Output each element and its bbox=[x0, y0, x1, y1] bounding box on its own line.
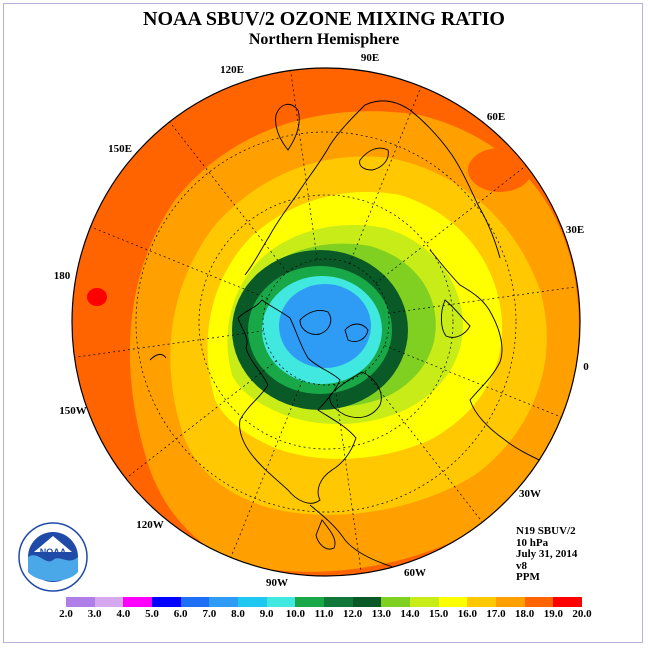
meridian-line bbox=[169, 121, 288, 273]
europe-africa-coast bbox=[429, 249, 561, 471]
color-scale-label: 11.0 bbox=[314, 608, 334, 620]
south-america-coast bbox=[309, 504, 481, 576]
color-scale-label: 2.0 bbox=[59, 608, 73, 620]
greenland-coast bbox=[329, 371, 382, 418]
map-title: NOAA SBUV/2 OZONE MIXING RATIO bbox=[143, 8, 505, 30]
color-scale-label: 3.0 bbox=[87, 608, 102, 620]
lon-label-60w: 60W bbox=[404, 567, 426, 579]
meridian-lines bbox=[74, 70, 578, 574]
lon-label-120e: 120E bbox=[220, 64, 244, 76]
arctic-island-1 bbox=[299, 309, 332, 335]
color-swatch bbox=[123, 597, 153, 607]
info-instrument: N19 SBUV/2 bbox=[516, 525, 576, 537]
color-swatch bbox=[467, 597, 497, 607]
color-scale-label: 4.0 bbox=[116, 608, 131, 620]
lon-label-150w: 150W bbox=[59, 405, 87, 417]
lon-label-90w: 90W bbox=[266, 577, 288, 589]
asia-inland-coast bbox=[359, 147, 389, 171]
graticule bbox=[74, 70, 578, 574]
color-scale-label: 7.0 bbox=[202, 608, 217, 620]
lon-label-30w: 30W bbox=[519, 488, 541, 500]
lat-circle-60 bbox=[198, 194, 454, 450]
color-swatch bbox=[410, 597, 439, 607]
figure-frame bbox=[3, 3, 643, 643]
lat-circle-75 bbox=[262, 258, 390, 386]
north-america-coast bbox=[237, 299, 357, 504]
lon-label-120w: 120W bbox=[136, 519, 164, 531]
info-pressure: 10 hPa bbox=[516, 536, 549, 549]
map-subtitle: Northern Hemisphere bbox=[248, 31, 400, 48]
dataset-info: N19 SBUV/2 10 hPa July 31, 2014 v8 PPM bbox=[516, 525, 626, 584]
logo-text: NOAA bbox=[40, 547, 67, 557]
color-swatch bbox=[524, 597, 554, 607]
hemisphere-outline bbox=[71, 67, 581, 577]
color-scale-label: 17.0 bbox=[486, 608, 506, 620]
lon-label-60e: 60E bbox=[487, 111, 505, 123]
color-scale-label: 20.0 bbox=[572, 608, 592, 620]
band-spot-ne bbox=[468, 148, 532, 192]
color-scale-label: 9.0 bbox=[259, 608, 274, 620]
color-swatch bbox=[295, 597, 325, 607]
noaa-logo: NOAA bbox=[18, 522, 88, 592]
color-scale-label: 10.0 bbox=[285, 608, 305, 620]
meridian-line bbox=[388, 286, 578, 314]
meridian-line bbox=[230, 380, 303, 558]
lon-label-30e: 30E bbox=[566, 224, 584, 236]
color-scale-label: 6.0 bbox=[173, 608, 188, 620]
color-scale-label: 5.0 bbox=[145, 608, 159, 620]
info-units: PPM bbox=[516, 571, 540, 583]
color-scale-bar bbox=[66, 597, 583, 607]
color-swatch bbox=[553, 597, 583, 607]
alaska-islands bbox=[149, 353, 167, 361]
color-scale-label: 16.0 bbox=[457, 608, 477, 620]
lon-label-180: 180 bbox=[54, 270, 71, 282]
meridian-line bbox=[90, 226, 268, 299]
color-scale-labels: 2.0 3.0 4.0 5.0 6.0 7.0 8.0 9.0 10.0 11.0 12.0 13.0… bbox=[0, 608, 648, 622]
arctic-island-2 bbox=[344, 323, 369, 342]
meridian-line bbox=[74, 330, 264, 358]
meridian-line bbox=[290, 70, 318, 260]
caribbean-coast bbox=[315, 519, 336, 550]
color-swatch bbox=[180, 597, 210, 607]
color-swatch bbox=[94, 597, 124, 607]
lon-label-150e: 150E bbox=[108, 143, 132, 155]
max-spot bbox=[87, 288, 107, 306]
color-swatch bbox=[352, 597, 382, 607]
asia-coast bbox=[244, 100, 501, 276]
color-scale-label: 15.0 bbox=[429, 608, 449, 620]
meridian-line bbox=[334, 384, 362, 574]
color-swatch bbox=[238, 597, 267, 607]
info-version: v8 bbox=[516, 559, 527, 572]
scandinavia-coast bbox=[440, 299, 471, 338]
color-swatch bbox=[66, 597, 95, 607]
ozone-field bbox=[72, 68, 580, 576]
meridian-line bbox=[125, 360, 277, 479]
color-scale-label: 19.0 bbox=[543, 608, 563, 620]
color-scale-label: 12.0 bbox=[343, 608, 363, 620]
meridian-line bbox=[375, 165, 527, 284]
color-swatch bbox=[324, 597, 353, 607]
color-scale-label: 8.0 bbox=[231, 608, 245, 620]
lat-circle-45 bbox=[135, 131, 517, 513]
lon-label-0: 0 bbox=[583, 361, 589, 373]
color-scale-label: 14.0 bbox=[400, 608, 420, 620]
info-date: July 31, 2014 bbox=[516, 548, 578, 560]
band-7-9 bbox=[279, 284, 371, 368]
color-scale-label: 18.0 bbox=[515, 608, 535, 620]
color-swatch bbox=[381, 597, 411, 607]
coastlines bbox=[149, 100, 561, 576]
color-swatch bbox=[266, 597, 296, 607]
color-swatch bbox=[496, 597, 525, 607]
meridian-line bbox=[349, 86, 422, 264]
meridian-line bbox=[364, 371, 483, 523]
color-scale-label: 13.0 bbox=[371, 608, 391, 620]
japan-coast bbox=[275, 103, 300, 151]
color-swatch bbox=[209, 597, 239, 607]
lon-label-90e: 90E bbox=[361, 52, 379, 64]
longitude-labels: 90E 60E 30E 0 30W 60W 90W 120W 150W 180 … bbox=[54, 52, 590, 589]
meridian-line bbox=[384, 345, 562, 418]
color-swatch bbox=[438, 597, 468, 607]
color-swatch bbox=[152, 597, 181, 607]
